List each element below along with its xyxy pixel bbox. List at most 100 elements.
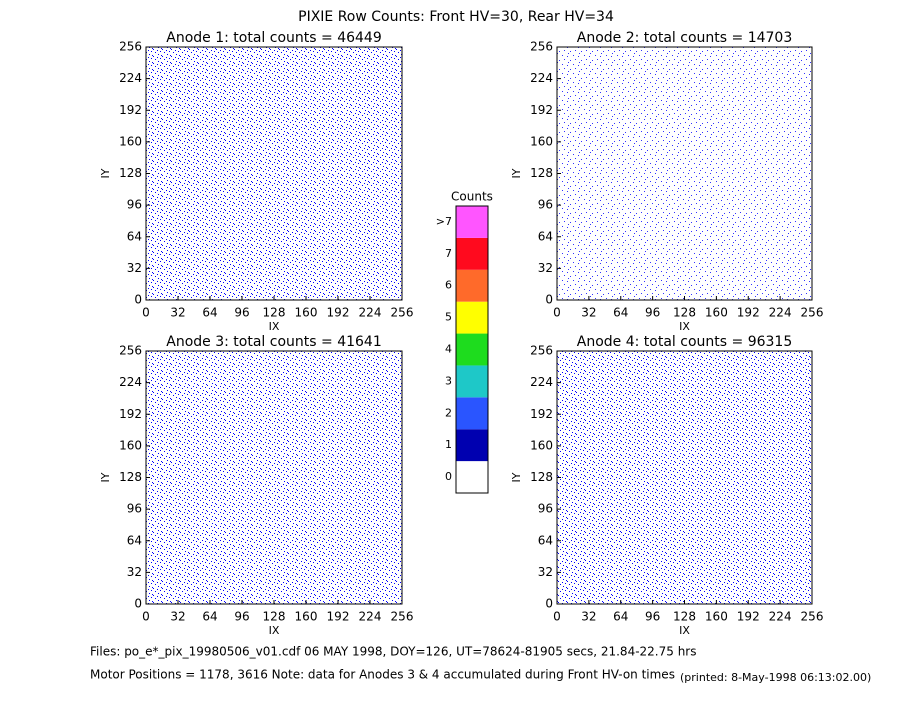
x-tick-label: 0 (553, 610, 561, 624)
x-tick-label: 256 (391, 306, 414, 320)
colorbar-label: 6 (445, 279, 452, 292)
y-tick-label: 32 (127, 565, 142, 579)
x-tick-label: 32 (581, 306, 596, 320)
y-tick-label: 256 (530, 40, 553, 54)
y-tick-label: 160 (119, 134, 142, 148)
y-tick-label: 64 (538, 533, 553, 547)
colorbar-swatch (456, 206, 488, 238)
colorbar-swatch (456, 269, 488, 302)
colorbar-swatch (456, 365, 488, 398)
colorbar-swatch (456, 301, 488, 334)
x-tick-label: 224 (769, 610, 792, 624)
colorbar-title: Counts (451, 190, 493, 204)
x-axis-label: IX (269, 624, 280, 637)
x-tick-label: 32 (170, 610, 185, 624)
colorbar-label: 5 (445, 311, 452, 324)
y-axis-label: IY (99, 472, 112, 482)
x-tick-label: 96 (234, 610, 249, 624)
x-tick-label: 96 (645, 610, 660, 624)
x-tick-label: 192 (327, 610, 350, 624)
colorbar-label: 7 (445, 247, 452, 260)
x-tick-label: 128 (263, 610, 286, 624)
y-tick-label: 0 (134, 293, 142, 307)
y-tick-label: 128 (119, 470, 142, 484)
colorbar-label: 2 (445, 406, 452, 419)
panel-title: Anode 1: total counts = 46449 (166, 30, 381, 46)
colorbar-label: 0 (445, 470, 452, 483)
y-tick-label: 160 (530, 134, 553, 148)
colorbar-swatch (456, 397, 488, 430)
y-tick-label: 224 (530, 375, 553, 389)
footer-motor: Motor Positions = 1178, 3616 Note: data … (90, 668, 675, 682)
y-tick-label: 96 (538, 198, 553, 212)
y-axis-label: IY (510, 472, 523, 482)
y-tick-label: 256 (119, 344, 142, 358)
x-tick-label: 96 (234, 306, 249, 320)
x-tick-label: 160 (705, 306, 728, 320)
y-tick-label: 64 (127, 533, 142, 547)
x-tick-label: 224 (359, 610, 382, 624)
count-map-texture (557, 47, 812, 300)
x-tick-label: 64 (202, 306, 217, 320)
x-tick-label: 128 (673, 306, 696, 320)
colorbar-label: 3 (445, 374, 452, 387)
x-axis-label: IX (269, 320, 280, 333)
x-tick-label: 256 (391, 610, 414, 624)
panel-title: Anode 3: total counts = 41641 (166, 334, 381, 350)
count-map-texture (146, 351, 402, 604)
y-tick-label: 128 (530, 166, 553, 180)
y-axis-label: IY (99, 168, 112, 178)
y-tick-label: 96 (538, 502, 553, 516)
x-tick-label: 32 (581, 610, 596, 624)
x-tick-label: 96 (645, 306, 660, 320)
colorbar-label: >7 (436, 215, 452, 228)
x-tick-label: 128 (673, 610, 696, 624)
x-tick-label: 224 (769, 306, 792, 320)
x-tick-label: 160 (705, 610, 728, 624)
y-tick-label: 96 (127, 502, 142, 516)
footer-files: Files: po_e*_pix_19980506_v01.cdf 06 MAY… (90, 645, 697, 659)
y-tick-label: 0 (545, 293, 553, 307)
count-map-texture (557, 351, 812, 604)
x-tick-label: 64 (202, 610, 217, 624)
y-tick-label: 128 (119, 166, 142, 180)
y-tick-label: 224 (530, 71, 553, 85)
y-tick-label: 64 (538, 229, 553, 243)
x-tick-label: 256 (801, 610, 824, 624)
y-tick-label: 192 (119, 407, 142, 421)
y-tick-label: 160 (119, 438, 142, 452)
count-map-texture (146, 47, 402, 300)
x-tick-label: 128 (263, 306, 286, 320)
x-tick-label: 32 (170, 306, 185, 320)
colorbar-swatch (456, 429, 488, 462)
x-tick-label: 0 (142, 610, 150, 624)
colorbar-label: 4 (445, 343, 452, 356)
y-tick-label: 256 (119, 40, 142, 54)
colorbar-swatch (456, 333, 488, 366)
y-tick-label: 256 (530, 344, 553, 358)
y-tick-label: 64 (127, 229, 142, 243)
y-tick-label: 224 (119, 375, 142, 389)
y-tick-label: 0 (545, 597, 553, 611)
x-tick-label: 224 (359, 306, 382, 320)
colorbar-swatch (456, 461, 488, 493)
panel-title: Anode 2: total counts = 14703 (577, 30, 792, 46)
x-axis-label: IX (679, 320, 690, 333)
y-tick-label: 192 (530, 407, 553, 421)
x-tick-label: 192 (737, 610, 760, 624)
x-tick-label: 160 (295, 306, 318, 320)
x-tick-label: 256 (801, 306, 824, 320)
x-tick-label: 160 (295, 610, 318, 624)
y-tick-label: 32 (538, 261, 553, 275)
x-axis-label: IX (679, 624, 690, 637)
footer-printed: (printed: 8-May-1998 06:13:02.00) (680, 671, 871, 684)
x-tick-label: 192 (327, 306, 350, 320)
y-tick-label: 96 (127, 198, 142, 212)
figure-title: PIXIE Row Counts: Front HV=30, Rear HV=3… (298, 9, 614, 25)
x-tick-label: 0 (553, 306, 561, 320)
x-tick-label: 192 (737, 306, 760, 320)
y-axis-label: IY (510, 168, 523, 178)
x-tick-label: 64 (613, 610, 628, 624)
